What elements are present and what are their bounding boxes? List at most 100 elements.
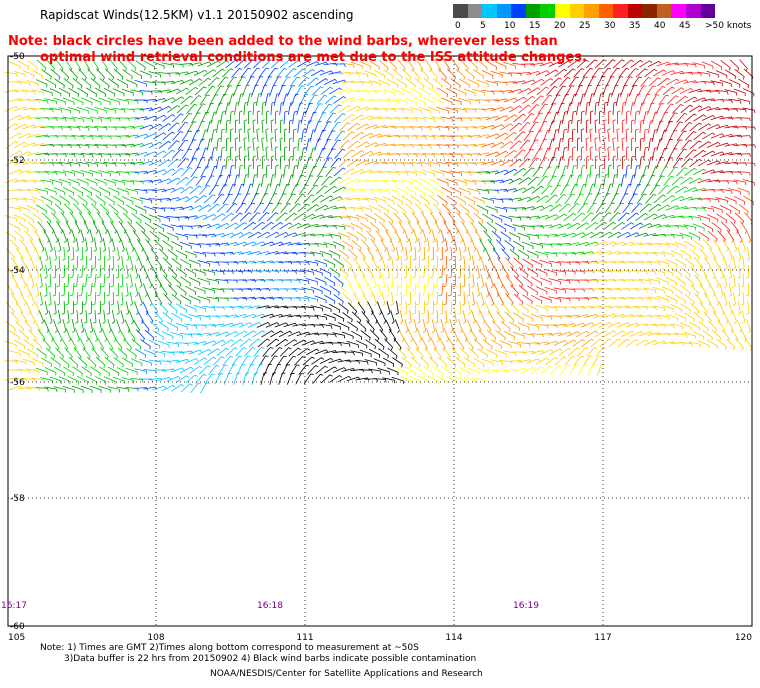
- wind-barb: [25, 247, 32, 261]
- colorbar-swatch: [569, 4, 585, 18]
- wind-barb: [689, 140, 702, 150]
- wind-barb: [72, 186, 84, 196]
- wind-barb: [224, 242, 239, 246]
- wind-barb: [315, 185, 328, 195]
- wind-barb: [71, 170, 84, 177]
- wind-barb: [31, 377, 45, 383]
- wind-barb: [338, 158, 351, 168]
- wind-barb: [271, 202, 283, 214]
- wind-barb: [490, 214, 503, 223]
- wind-barb: [8, 385, 23, 391]
- wind-barb: [53, 187, 66, 196]
- wind-barb: [283, 306, 298, 310]
- wind-barb: [314, 295, 327, 304]
- wind-barb: [368, 189, 382, 194]
- colorbar-tick-label: 35: [629, 21, 641, 31]
- wind-barb: [259, 355, 269, 367]
- wind-barb: [674, 313, 687, 322]
- wind-barb: [429, 282, 435, 297]
- wind-barb: [154, 311, 164, 324]
- wind-barb: [72, 77, 83, 89]
- wind-barb: [423, 186, 435, 197]
- wind-barb: [476, 171, 491, 175]
- wind-barb: [80, 319, 85, 333]
- wind-barb: [152, 169, 167, 175]
- wind-barb: [255, 93, 262, 106]
- wind-barb: [492, 247, 501, 261]
- wind-barb: [472, 196, 485, 205]
- wind-barb: [364, 160, 379, 166]
- wind-barb: [136, 238, 145, 252]
- wind-barb: [118, 59, 127, 72]
- wind-barb: [449, 97, 462, 105]
- wind-barb: [220, 146, 226, 161]
- wind-barb: [611, 241, 626, 247]
- wind-barb: [158, 321, 169, 332]
- wind-barb: [620, 330, 635, 338]
- wind-barb: [26, 188, 40, 194]
- wind-barb: [662, 86, 675, 96]
- wind-barb: [310, 251, 324, 258]
- wind-barb: [460, 220, 469, 234]
- wind-barb: [233, 174, 240, 187]
- wind-barb: [557, 242, 572, 247]
- wind-barb: [571, 110, 577, 125]
- wind-barb: [6, 302, 15, 315]
- wind-barb: [401, 195, 412, 206]
- wind-barb: [359, 132, 374, 140]
- wind-barb: [356, 231, 367, 242]
- wind-barb: [569, 364, 579, 376]
- wind-barb: [369, 329, 380, 342]
- wind-barb: [154, 292, 163, 306]
- wind-barb: [589, 251, 604, 255]
- wind-barb: [675, 258, 687, 269]
- wind-barb: [188, 259, 201, 268]
- wind-barb: [48, 256, 52, 270]
- wind-barb: [180, 383, 193, 393]
- wind-barb: [62, 116, 76, 122]
- wind-barb: [172, 131, 184, 141]
- wind-barb: [633, 93, 641, 106]
- wind-barb: [546, 86, 558, 96]
- wind-barb: [720, 60, 731, 71]
- wind-barb: [80, 229, 85, 243]
- wind-barb: [668, 130, 678, 142]
- wind-barb: [594, 119, 598, 134]
- wind-barb: [442, 347, 451, 360]
- wind-barb: [274, 231, 289, 238]
- wind-barb: [584, 313, 599, 319]
- wind-barb: [287, 102, 294, 115]
- wind-barb: [135, 348, 147, 359]
- wind-barb: [283, 110, 288, 125]
- wind-barb: [408, 310, 412, 324]
- wind-barb: [466, 229, 473, 243]
- wind-barb: [197, 295, 210, 303]
- wind-barb: [350, 168, 365, 175]
- wind-barb: [607, 231, 622, 239]
- wind-barb: [9, 330, 20, 341]
- wind-barb: [179, 332, 193, 338]
- wind-barb: [287, 222, 302, 230]
- wind-barb: [296, 223, 311, 229]
- wind-barb: [56, 328, 63, 342]
- wind-barb: [715, 70, 728, 79]
- wind-barb: [4, 340, 17, 349]
- wind-barb: [89, 152, 103, 158]
- wind-barb: [634, 252, 649, 256]
- wind-barb: [519, 122, 531, 132]
- wind-barb: [671, 176, 684, 186]
- wind-barb: [611, 260, 626, 264]
- wind-barb: [434, 220, 441, 234]
- wind-barb: [621, 101, 627, 116]
- wind-barb: [504, 311, 515, 323]
- wind-barb: [689, 122, 702, 132]
- wind-barb: [249, 67, 261, 79]
- wind-barb: [512, 187, 527, 193]
- wind-barb: [128, 310, 135, 324]
- wind-barb: [718, 301, 725, 315]
- wind-barb: [440, 97, 453, 106]
- wind-barb: [377, 367, 390, 375]
- wind-barb: [413, 97, 426, 106]
- wind-barb: [450, 366, 462, 377]
- wind-barb: [663, 103, 674, 115]
